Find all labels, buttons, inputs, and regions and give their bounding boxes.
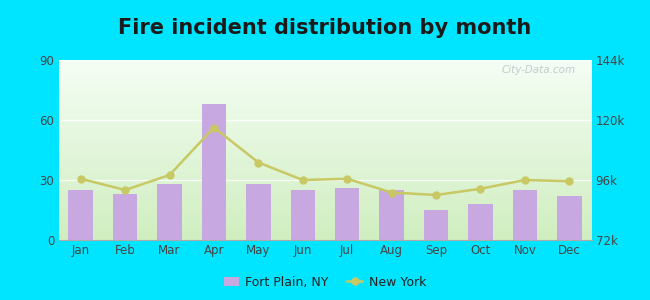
Bar [557, 196, 582, 240]
Bar [68, 190, 93, 240]
Bar [291, 190, 315, 240]
Text: City-Data.com: City-Data.com [501, 65, 575, 75]
Bar [113, 194, 137, 240]
Legend: Fort Plain, NY, New York: Fort Plain, NY, New York [219, 271, 431, 294]
Bar [424, 210, 448, 240]
Bar [468, 204, 493, 240]
Text: Fire incident distribution by month: Fire incident distribution by month [118, 18, 532, 38]
Bar [202, 104, 226, 240]
Bar [246, 184, 270, 240]
Bar [380, 190, 404, 240]
Bar [157, 184, 182, 240]
Bar [335, 188, 359, 240]
Bar [513, 190, 537, 240]
